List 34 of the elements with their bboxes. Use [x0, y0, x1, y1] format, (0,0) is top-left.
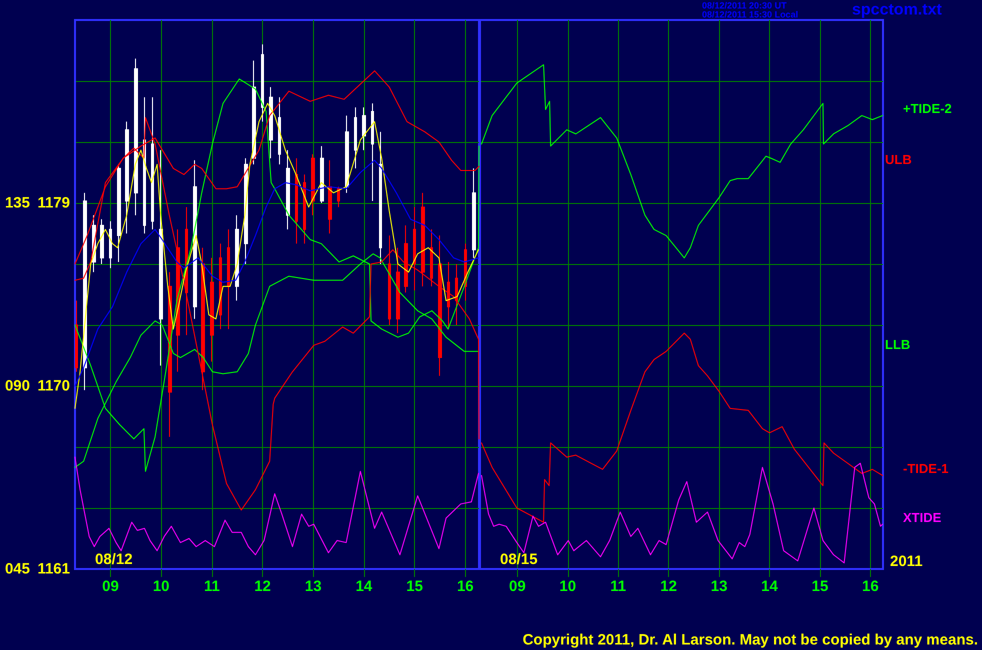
x-tick-label: 14	[356, 578, 373, 595]
y-tick-label: 1179	[37, 194, 70, 212]
x-tick-label: 12	[254, 578, 271, 595]
x-tick-label: 15	[406, 578, 423, 595]
y-tick-label: 1161	[37, 560, 70, 578]
x-tick-label: 09	[508, 578, 526, 595]
x-axis-title: 08/15	[500, 551, 538, 568]
x-tick-label: 12	[660, 578, 677, 595]
text: LLB	[885, 336, 910, 352]
x-tick-label: 13	[304, 578, 322, 595]
text: 08/12/2011 20:30 UT	[702, 0, 788, 10]
x-tick-label: 14	[761, 578, 779, 595]
x-tick-label: 16	[862, 578, 879, 595]
y-tick-label: 1170	[37, 378, 70, 394]
x-tick-label: 11	[610, 578, 626, 595]
series-label: XTIDE	[903, 510, 942, 525]
x-tick-label: 10	[559, 578, 576, 595]
series-label: +TIDE-2	[903, 101, 952, 116]
x-tick-label: 16	[456, 578, 474, 595]
x-tick-label: 15	[812, 578, 828, 595]
text: ULB	[885, 152, 912, 167]
series-label: -TIDE-1	[903, 460, 948, 476]
text: Copyright 2011, Dr. Al Larson. May not be copied by any means.	[522, 632, 978, 648]
x-tick-label: 11	[204, 578, 220, 595]
text: 2011	[890, 553, 923, 570]
y2-tick-label: 090	[4, 378, 30, 394]
x-tick-label: 09	[102, 578, 119, 595]
y2-tick-label: 045	[4, 560, 30, 578]
text: 08/12/2011 15:30 Local	[702, 10, 798, 20]
x-axis-title: 08/12	[95, 551, 133, 568]
x-tick-label: 13	[710, 578, 728, 595]
y2-tick-label: 135	[4, 194, 30, 212]
text: spcctom.txt	[852, 2, 942, 18]
x-tick-label: 10	[152, 578, 170, 595]
